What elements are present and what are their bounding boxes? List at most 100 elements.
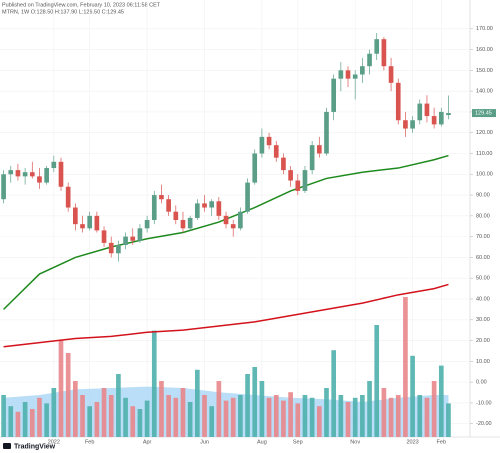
candle-body xyxy=(22,172,28,177)
candle-body xyxy=(123,236,128,245)
candle-body xyxy=(29,172,35,177)
y-tick-label: 160.00 xyxy=(476,47,493,53)
x-tick-label: Nov xyxy=(350,439,360,445)
x-tick-label: Jun xyxy=(200,439,209,445)
y-tick-label: 100.00 xyxy=(476,172,493,178)
x-tick-label: Aug xyxy=(257,439,267,445)
candle-body xyxy=(252,153,258,183)
y-tick-label: 70.00 xyxy=(476,234,490,240)
candle-body xyxy=(331,78,336,112)
candle-body xyxy=(173,211,179,221)
candle-body xyxy=(73,207,78,225)
volume-bar xyxy=(22,402,28,437)
candle-body xyxy=(159,195,164,200)
volume-bar xyxy=(266,397,272,437)
y-tick-label: 60.00 xyxy=(476,255,490,261)
candle-body xyxy=(108,242,114,254)
candle-body xyxy=(130,236,136,241)
candle-body xyxy=(403,120,408,129)
volume-bar xyxy=(73,381,78,437)
volume-bar xyxy=(8,406,14,437)
candle-body xyxy=(245,182,250,212)
volume-bar xyxy=(87,406,93,437)
candle-body xyxy=(281,157,286,171)
brand-logo xyxy=(3,443,11,449)
y-tick-label: 90.00 xyxy=(476,193,490,199)
volume-bar xyxy=(108,395,114,437)
y-tick-label: 0.00 xyxy=(476,380,487,386)
candle-body xyxy=(345,70,351,79)
volume-bar xyxy=(15,411,21,437)
volume-bar xyxy=(352,397,358,437)
volume-bar xyxy=(29,409,35,437)
moving-average xyxy=(3,154,449,310)
candle-body xyxy=(87,215,93,229)
volume-bar xyxy=(295,403,301,437)
published: Published on TradingView.com, February 1… xyxy=(2,2,161,8)
candle-body xyxy=(151,195,157,221)
volume-bar xyxy=(202,395,207,437)
volume-bar xyxy=(288,392,293,437)
volume-bar xyxy=(302,395,308,437)
volume-bar xyxy=(273,395,279,437)
x-tick-label: Sep xyxy=(293,439,303,445)
candle-body xyxy=(137,228,143,241)
candle-body xyxy=(65,186,71,208)
candle-body xyxy=(338,70,344,79)
candle-body xyxy=(101,230,107,243)
y-tick-label: 120.00 xyxy=(476,130,493,136)
y-tick-label: 30.00 xyxy=(476,317,490,323)
candle-body xyxy=(309,145,315,171)
candle-body xyxy=(1,174,6,200)
volume-bar xyxy=(403,297,408,437)
candle-body xyxy=(266,136,272,146)
candle-body xyxy=(51,161,57,169)
volume-bar xyxy=(245,374,250,437)
volume-bar xyxy=(230,397,236,437)
volume-bar xyxy=(309,397,315,437)
candle-body xyxy=(238,211,243,229)
volume-bar xyxy=(374,325,380,437)
y-tick-label: 10.00 xyxy=(476,359,490,365)
candle-body xyxy=(324,111,329,154)
candle-body xyxy=(230,224,236,229)
volume-bar xyxy=(410,355,415,437)
y-tick-label: -10.00 xyxy=(476,400,492,406)
volume-bar xyxy=(58,340,64,437)
candle-body xyxy=(180,220,186,229)
candle-body xyxy=(417,103,423,121)
candle-body xyxy=(360,66,365,75)
volume-bar xyxy=(166,395,171,437)
volume-bar xyxy=(1,395,6,437)
candle-body xyxy=(187,217,193,229)
volume-bar xyxy=(173,397,179,437)
volume-bar xyxy=(37,397,42,437)
volume-bar xyxy=(367,381,372,437)
y-tick-label: 50.00 xyxy=(476,276,490,282)
candle-body xyxy=(194,203,200,218)
candle-body xyxy=(288,170,293,181)
x-tick-label: 2023 xyxy=(406,439,418,445)
candle-body xyxy=(166,199,171,212)
volume-bar xyxy=(94,402,100,437)
volume-bar xyxy=(316,406,322,437)
candle-body xyxy=(431,116,437,125)
x-tick-label: 2022 xyxy=(48,439,60,445)
x-tick-label: Feb xyxy=(437,439,446,445)
volume-bar xyxy=(324,388,329,437)
candle-body xyxy=(144,220,150,229)
moving-average xyxy=(3,283,449,348)
candle-body xyxy=(388,66,394,83)
volume-bar xyxy=(395,395,401,437)
candle-body xyxy=(116,244,121,254)
candle-body xyxy=(216,201,222,216)
candle-body xyxy=(15,170,21,177)
candle-body xyxy=(395,82,401,121)
volume-bar xyxy=(338,395,344,437)
volume-bar xyxy=(417,395,423,437)
last-price-box xyxy=(472,109,496,118)
volume-bar xyxy=(80,395,85,437)
candle-body xyxy=(94,215,100,231)
volume-bar xyxy=(65,353,71,437)
